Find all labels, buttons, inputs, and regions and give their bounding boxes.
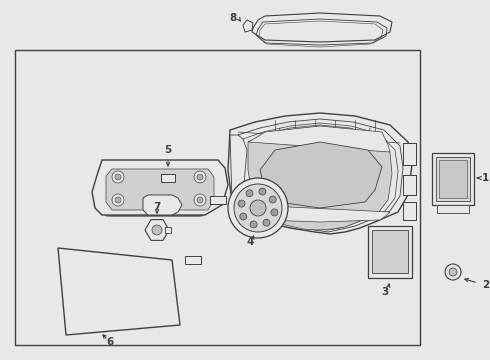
Polygon shape: [143, 195, 182, 215]
Circle shape: [194, 194, 206, 206]
Polygon shape: [161, 174, 175, 182]
Polygon shape: [243, 20, 253, 32]
Text: 3: 3: [381, 287, 389, 297]
Circle shape: [445, 264, 461, 280]
Polygon shape: [403, 143, 416, 165]
Text: 1: 1: [482, 173, 489, 183]
Polygon shape: [260, 142, 382, 208]
Text: 2: 2: [482, 280, 489, 290]
Circle shape: [269, 196, 276, 203]
Circle shape: [271, 209, 278, 216]
Polygon shape: [403, 175, 416, 195]
Polygon shape: [145, 220, 169, 240]
Polygon shape: [437, 205, 469, 213]
Circle shape: [112, 194, 124, 206]
Polygon shape: [230, 135, 247, 200]
Polygon shape: [210, 196, 226, 204]
Bar: [372, 230, 408, 273]
Text: 6: 6: [106, 337, 114, 347]
Polygon shape: [185, 256, 201, 264]
Circle shape: [263, 219, 270, 226]
Bar: [436, 157, 470, 201]
Text: 7: 7: [153, 202, 161, 212]
Circle shape: [250, 221, 257, 228]
Text: 5: 5: [164, 145, 171, 155]
Polygon shape: [403, 202, 416, 220]
Polygon shape: [165, 227, 171, 233]
Bar: [368, 226, 412, 278]
Circle shape: [152, 225, 162, 235]
Circle shape: [197, 174, 203, 180]
Circle shape: [115, 197, 121, 203]
Circle shape: [449, 268, 457, 276]
Polygon shape: [248, 126, 390, 152]
Circle shape: [234, 184, 282, 232]
Circle shape: [228, 178, 288, 238]
Polygon shape: [252, 13, 392, 42]
Circle shape: [197, 197, 203, 203]
Polygon shape: [228, 113, 412, 234]
Bar: [432, 153, 474, 205]
Circle shape: [246, 190, 253, 197]
Polygon shape: [106, 169, 214, 210]
Polygon shape: [250, 205, 390, 222]
Text: 8: 8: [230, 13, 237, 23]
Bar: [439, 160, 467, 198]
Circle shape: [240, 213, 247, 220]
Circle shape: [115, 174, 121, 180]
Polygon shape: [248, 125, 392, 230]
Circle shape: [112, 171, 124, 183]
Bar: [15, 50, 420, 345]
Text: 4: 4: [246, 237, 254, 247]
Circle shape: [194, 171, 206, 183]
Circle shape: [259, 188, 266, 195]
Polygon shape: [58, 248, 180, 335]
Circle shape: [250, 200, 266, 216]
Circle shape: [238, 200, 245, 207]
Polygon shape: [92, 160, 228, 215]
